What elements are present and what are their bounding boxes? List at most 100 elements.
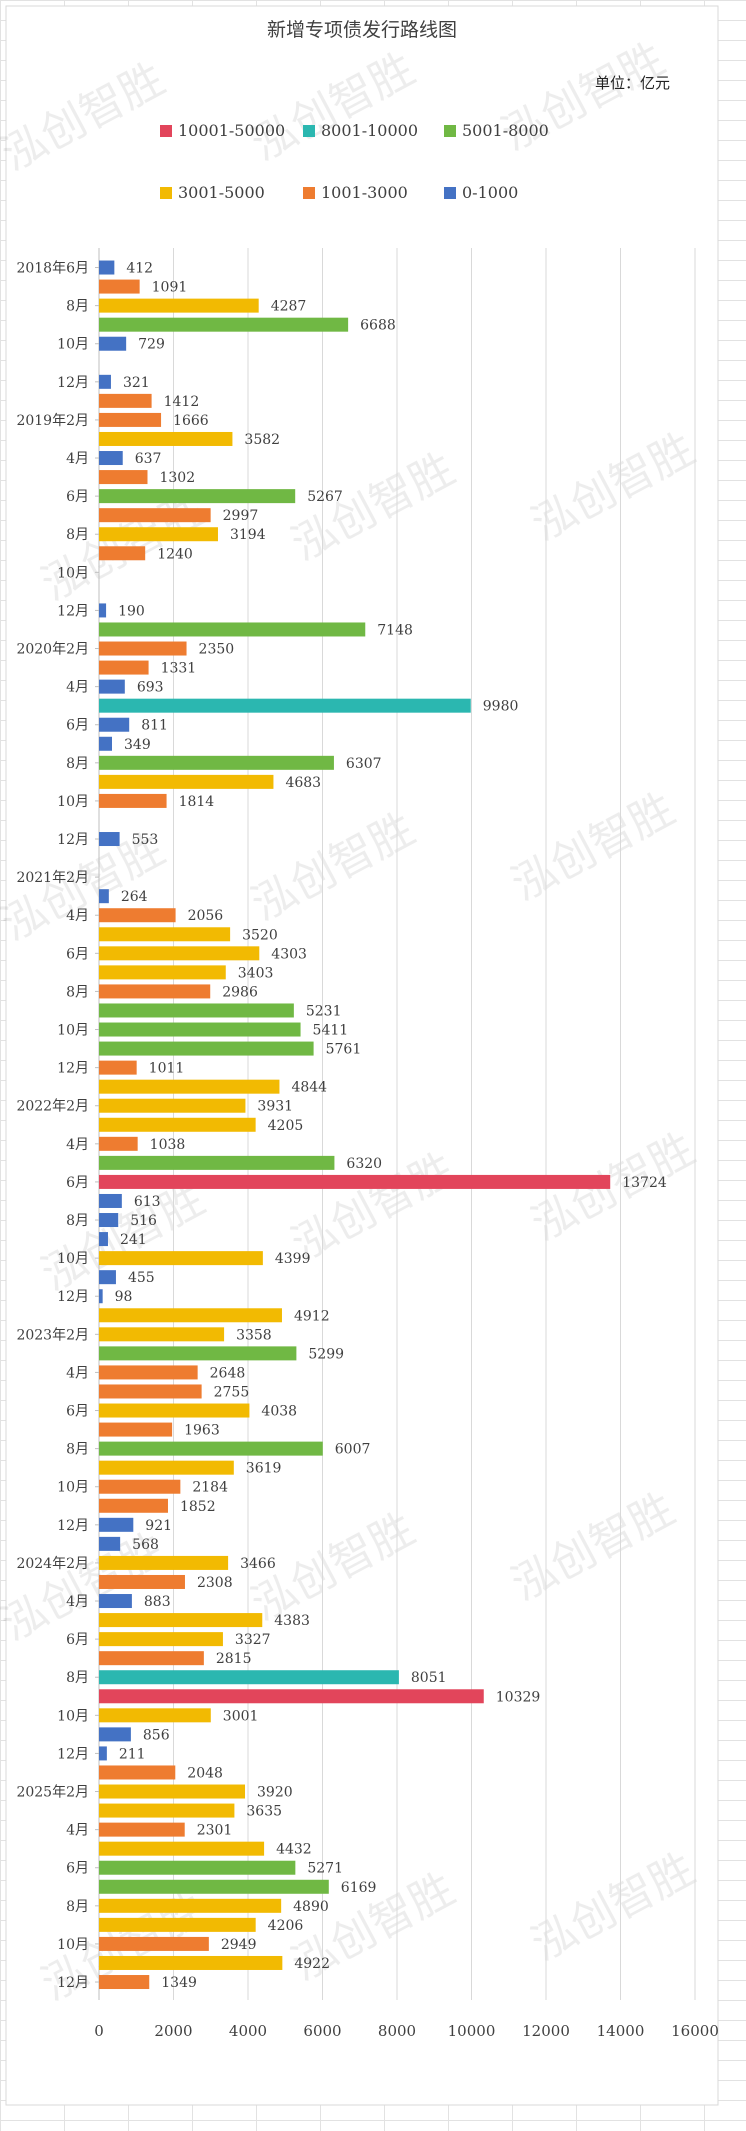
bar-value-label: 6320 [346,1156,382,1172]
bar [99,1936,209,1951]
bar-value-label: 553 [132,832,159,848]
bar-value-label: 4844 [291,1080,327,1096]
bar-value-label: 1331 [161,661,197,677]
bar-value-label: 5271 [307,1861,343,1877]
bar [99,336,127,351]
bar [99,1898,282,1913]
bar-value-label: 4303 [271,946,307,962]
bar-value-label: 5267 [307,489,343,505]
y-tick-label: 12月 [57,1746,89,1762]
bar [99,1041,314,1056]
bar [99,470,148,485]
bar-value-label: 1091 [152,280,188,296]
bar-value-label: 1011 [149,1061,185,1077]
bar-value-label: 2184 [192,1480,228,1496]
y-tick-label: 12月 [57,1061,89,1077]
bar-value-label: 241 [120,1232,147,1248]
bar [99,451,123,466]
bar-value-label: 4205 [268,1118,304,1134]
bar [99,717,130,732]
bar-value-label: 921 [145,1518,172,1534]
bar [99,1955,283,1970]
legend-swatch [444,125,456,137]
bar-value-label: 4890 [293,1899,329,1915]
chart-legend: 10001-50000 8001-10000 5001-8000 3001-5000 1… [160,121,549,202]
bar-value-label: 3194 [230,527,266,543]
bar-value-label: 637 [135,451,162,467]
y-tick-label: 8月 [66,527,89,543]
bar [99,1803,235,1818]
y-tick-label: 8月 [66,299,89,315]
bar-value-label: 1852 [180,1499,216,1515]
bar [99,1708,211,1723]
bar-value-label: 2308 [197,1575,233,1591]
bar [99,1613,263,1628]
bar [99,1517,134,1532]
bar [99,1460,234,1475]
bar-value-label: 3582 [244,432,280,448]
bar-value-label: 3920 [257,1785,293,1801]
bar-value-label: 1412 [164,394,200,410]
bar-value-label: 349 [124,737,151,753]
bar [99,927,231,942]
bar [99,1136,138,1151]
bar-value-label: 6169 [341,1880,377,1896]
bar-value-label: 4922 [294,1956,330,1972]
x-tick-label: 6000 [303,2022,341,2040]
y-tick-label: 12月 [57,832,89,848]
bar-value-label: 3327 [235,1632,271,1648]
bar-value-label: 4383 [274,1613,310,1629]
bar-value-label: 4287 [271,299,307,315]
bar [99,1822,185,1837]
y-tick-label: 4月 [66,1137,89,1153]
y-tick-label: 2018年6月 [16,261,89,277]
bar [99,1270,116,1285]
bar [99,1879,329,1894]
y-tick-label: 6月 [66,489,89,505]
bar [99,527,218,542]
bar [99,1022,301,1037]
y-tick-label: 10月 [57,794,89,810]
bar [99,1632,223,1647]
bar-series: 412 1091 4287 6688 729 321 1412 1666 3582 637 1302… [99,260,667,1991]
bar [99,431,233,446]
y-tick-label: 2025年2月 [16,1785,89,1801]
bar-value-label: 5411 [313,1023,349,1039]
legend-swatch [303,187,315,199]
bar [99,1117,256,1132]
bar-value-label: 4912 [294,1308,330,1324]
bar-value-label: 6007 [335,1442,371,1458]
y-tick-label: 10月 [57,1708,89,1724]
legend-label: 10001-50000 [178,121,285,140]
bar [99,660,149,675]
bar [99,1498,168,1513]
bar-value-label: 693 [137,680,164,696]
bar-value-label: 6307 [346,756,382,772]
y-tick-label: 6月 [66,1175,89,1191]
bar-value-label: 4399 [275,1251,311,1267]
y-tick-label: 12月 [57,603,89,619]
bar-value-label: 5299 [308,1346,344,1362]
y-tick-label: 2019年2月 [16,413,89,429]
bar-value-label: 2301 [197,1823,233,1839]
bar-value-label: 264 [121,889,148,905]
bar [99,1060,137,1075]
bar-value-label: 13724 [622,1175,667,1191]
bar [99,1594,132,1609]
bar [99,1670,399,1685]
bar [99,679,125,694]
bar-value-label: 3931 [257,1099,293,1115]
bar [99,1574,185,1589]
bar [99,1536,121,1551]
y-tick-label: 4月 [66,1594,89,1610]
y-tick-label: 6月 [66,1861,89,1877]
legend-swatch [160,125,172,137]
bar [99,393,152,408]
legend-swatch [160,187,172,199]
x-tick-label: 2000 [154,2022,192,2040]
bar-value-label: 516 [130,1213,157,1229]
x-tick-label: 16000 [671,2022,719,2040]
bar [99,1441,323,1456]
